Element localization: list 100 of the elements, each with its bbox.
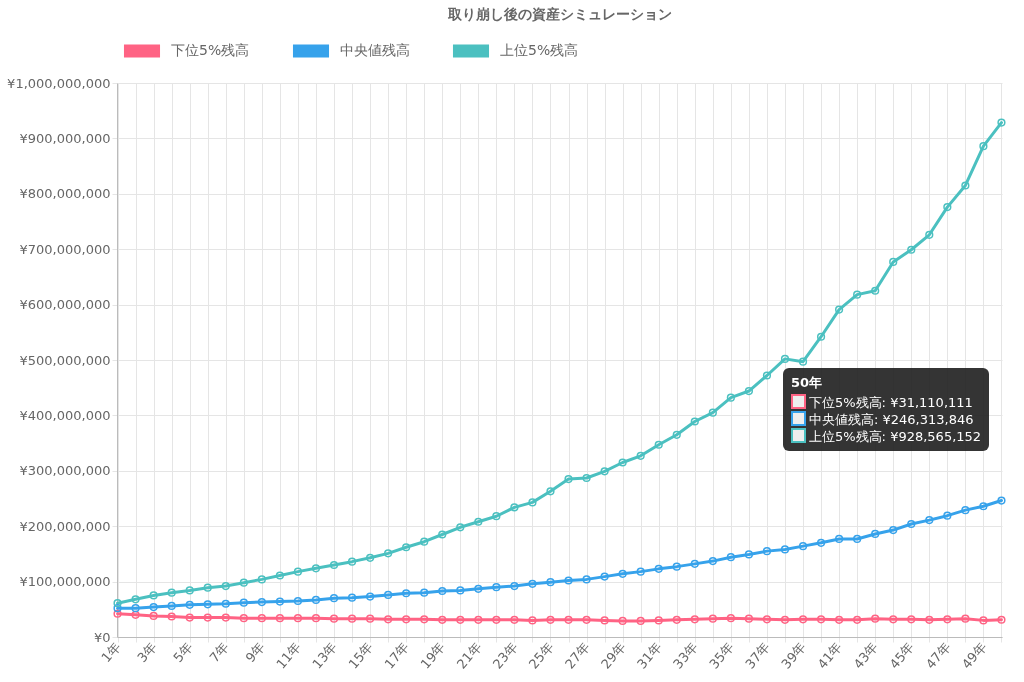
- point: [961, 614, 970, 623]
- x-tick-label: 43年: [850, 639, 882, 672]
- point: [474, 517, 483, 526]
- point: [744, 614, 754, 623]
- x-tick-label: 3年: [134, 639, 160, 666]
- point: [889, 257, 898, 267]
- point: [275, 571, 284, 580]
- point: [672, 430, 681, 439]
- point: [293, 567, 303, 576]
- legend-label: 下位5%残高: [171, 42, 250, 58]
- point: [528, 498, 537, 507]
- point: [618, 458, 627, 467]
- y-tick-label: ¥800,000,000: [19, 186, 111, 202]
- point: [582, 575, 591, 584]
- point: [907, 519, 916, 529]
- point: [257, 598, 266, 607]
- chart-title: 取り崩し後の資産シミュレーション: [446, 6, 672, 22]
- point: [564, 475, 573, 484]
- point: [726, 614, 735, 623]
- point: [618, 616, 627, 626]
- point: [816, 538, 826, 547]
- point: [780, 354, 790, 363]
- point: [420, 615, 429, 624]
- point: [131, 595, 140, 604]
- point: [384, 549, 393, 558]
- point: [365, 614, 375, 623]
- point: [492, 615, 501, 624]
- point: [690, 615, 699, 624]
- x-tick-label: 17年: [381, 639, 413, 672]
- legend-label: 中央値残高: [340, 42, 410, 58]
- point: [384, 615, 393, 624]
- point: [871, 286, 880, 295]
- point: [907, 245, 916, 254]
- point: [275, 614, 284, 623]
- x-tick-label: 15年: [345, 639, 376, 672]
- point: [853, 290, 862, 299]
- point: [582, 473, 591, 483]
- point: [167, 601, 176, 611]
- y-tick-label: ¥400,000,000: [19, 407, 111, 423]
- point: [510, 581, 519, 591]
- point: [474, 615, 483, 624]
- point: [311, 614, 321, 623]
- point: [420, 537, 429, 546]
- point: [726, 553, 735, 562]
- y-tick-label: ¥700,000,000: [19, 241, 111, 257]
- point: [798, 542, 808, 551]
- point: [546, 578, 555, 587]
- point: [961, 181, 970, 190]
- point: [925, 615, 934, 624]
- point: [636, 451, 645, 460]
- point: [708, 614, 717, 623]
- point: [889, 615, 898, 624]
- x-tick-label: 37年: [742, 639, 773, 672]
- point: [816, 615, 826, 624]
- point: [347, 557, 357, 566]
- point: [474, 584, 483, 593]
- annotation: 下位5%残高: ¥31,110,111: [808, 394, 974, 411]
- point: [113, 604, 122, 613]
- point: [816, 332, 826, 341]
- x-tick-label: 21年: [453, 639, 485, 672]
- annotation: 中央値残高: ¥246,313,846: [808, 411, 975, 428]
- point: [456, 523, 465, 532]
- x-tick-label: 39年: [778, 639, 809, 672]
- point: [149, 602, 158, 612]
- point: [185, 613, 194, 622]
- point: [329, 594, 339, 603]
- point: [438, 530, 447, 539]
- point: [528, 616, 537, 625]
- point: [835, 615, 844, 624]
- point: [402, 589, 411, 598]
- x-tick-label: 31年: [634, 639, 665, 672]
- point: [221, 599, 230, 608]
- point: [672, 562, 681, 571]
- point: [438, 586, 447, 596]
- point: [293, 596, 303, 606]
- point: [221, 581, 230, 591]
- point: [239, 614, 248, 623]
- x-tick-label: 29年: [598, 639, 629, 672]
- point: [979, 616, 988, 625]
- point: [402, 615, 411, 624]
- point: [402, 543, 411, 552]
- point: [618, 569, 627, 578]
- y-tick-label: ¥1,000,000,000: [7, 75, 111, 91]
- point: [925, 516, 934, 525]
- y-tick-label: ¥300,000,000: [19, 463, 111, 479]
- point: [329, 614, 339, 623]
- point: [203, 583, 212, 592]
- point: [835, 305, 844, 314]
- point: [943, 615, 952, 624]
- point: [510, 503, 519, 512]
- point: [347, 614, 357, 623]
- point: [311, 595, 321, 604]
- point: [492, 512, 501, 521]
- point: [365, 553, 375, 562]
- point: [185, 586, 194, 595]
- x-tick-label: 35年: [706, 639, 737, 672]
- point: [979, 502, 988, 511]
- point: [943, 203, 952, 212]
- point: [203, 600, 212, 609]
- y-tick-label: ¥200,000,000: [19, 518, 111, 534]
